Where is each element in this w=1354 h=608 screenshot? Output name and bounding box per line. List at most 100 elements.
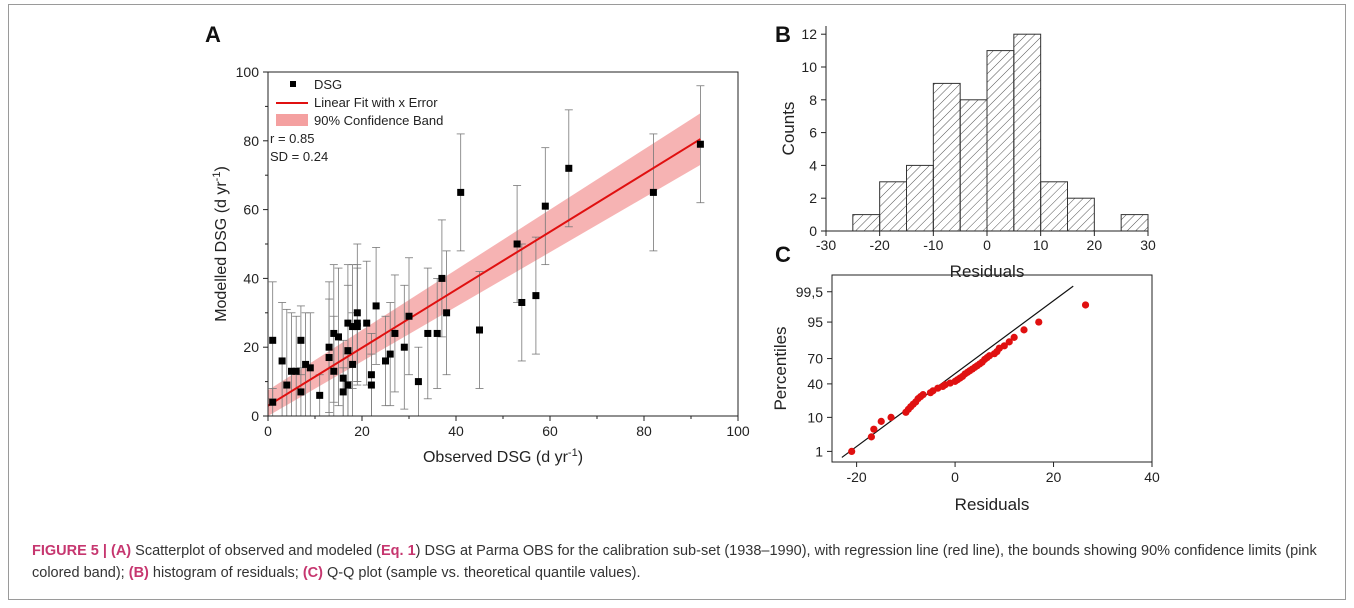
- data-point: [344, 381, 352, 389]
- panel-letter-c: C: [775, 242, 791, 267]
- figure-frame: [8, 4, 1346, 600]
- x-tick-label: 30: [1140, 237, 1156, 253]
- data-point: [330, 367, 338, 375]
- x-tick-label: 100: [726, 423, 750, 439]
- qq-point: [870, 425, 878, 433]
- qq-point: [1010, 333, 1018, 341]
- histogram-bar: [1067, 197, 1095, 232]
- y-axis-label: Counts: [779, 102, 798, 156]
- scatter-chart-a: 0 20 40 60 80 100 0 20 40 60 80 100 Observed DSG (d …: [211, 64, 750, 466]
- qq-point: [1000, 342, 1008, 350]
- data-point: [297, 388, 305, 396]
- data-point: [283, 381, 291, 389]
- qq-point: [867, 433, 875, 441]
- x-axis-label: Residuals: [950, 262, 1025, 281]
- histogram-bar: [1040, 181, 1068, 232]
- histogram-bar: [1013, 33, 1042, 232]
- x-tick-label: 60: [542, 423, 558, 439]
- data-point: [532, 292, 540, 300]
- histogram-bar: [879, 181, 908, 232]
- y-tick-label: 40: [807, 376, 823, 392]
- data-point: [325, 343, 333, 351]
- data-point: [382, 357, 389, 365]
- qq-point: [919, 391, 927, 399]
- data-point: [386, 350, 394, 358]
- caption-equation-link[interactable]: Eq. 1: [381, 543, 416, 559]
- caption-text-1: Scatterplot of observed and modeled (: [131, 543, 382, 559]
- data-point: [518, 298, 526, 306]
- reference-line: [841, 285, 1074, 458]
- data-point: [344, 319, 352, 327]
- y-tick-label: 20: [243, 339, 259, 355]
- data-point: [457, 188, 465, 196]
- qq-plot-chart-c: -20 0 20 40 1 10 40 70 95 99,5 Residuals Percentile…: [771, 274, 1160, 514]
- y-tick-label: 80: [243, 133, 259, 149]
- data-point: [541, 202, 549, 210]
- data-point: [367, 371, 375, 379]
- data-point: [302, 360, 310, 368]
- data-point: [292, 367, 300, 375]
- x-tick-label: -30: [816, 237, 836, 253]
- data-point: [391, 329, 399, 337]
- histogram-chart-b: -30 -20 -10 0 10 20 30 0 2 4 6 8 10 12 Residuals Counts: [779, 26, 1156, 281]
- y-tick-label: 8: [809, 92, 817, 108]
- legend: DSG Linear Fit with x Error 90% Confidence…: [270, 77, 443, 164]
- y-tick-label: 95: [807, 314, 823, 330]
- data-point: [433, 329, 441, 337]
- data-point: [414, 378, 422, 386]
- y-tick-label: 10: [801, 59, 817, 75]
- histogram-bar: [959, 99, 988, 232]
- data-point: [438, 274, 446, 282]
- y-axis-label: Percentiles: [771, 326, 790, 410]
- legend-marker-dsg: [290, 81, 296, 87]
- y-tick-label: 2: [809, 190, 817, 206]
- caption-label-a: (A): [111, 543, 132, 559]
- histogram-bar: [906, 164, 934, 232]
- data-point: [349, 323, 357, 331]
- y-tick-label: 0: [809, 223, 817, 239]
- caption-text-3: histogram of residuals;: [148, 565, 303, 581]
- caption-label-c: (C): [302, 565, 323, 581]
- histogram-bar: [932, 82, 961, 232]
- y-tick-label: 6: [809, 125, 817, 141]
- y-tick-label: 40: [243, 270, 259, 286]
- stat-r: r = 0.85: [270, 131, 314, 146]
- panel-letter-b: B: [775, 22, 791, 47]
- data-point: [316, 391, 324, 399]
- x-tick-label: 0: [951, 469, 959, 485]
- qq-point: [877, 417, 885, 425]
- x-axis-label: Observed DSG (d yr-1): [423, 447, 583, 466]
- data-point: [353, 323, 361, 331]
- data-point: [649, 188, 657, 196]
- legend-label-band: 90% Confidence Band: [314, 113, 443, 128]
- qq-point: [1081, 301, 1090, 309]
- qq-point: [1005, 338, 1013, 346]
- histogram-bar: [852, 214, 881, 232]
- data-point: [306, 364, 314, 372]
- caption-figure-number: FIGURE 5 |: [32, 543, 107, 559]
- caption-text-4: Q-Q plot (sample vs. theoretical quantil…: [322, 565, 641, 581]
- data-point: [269, 336, 277, 344]
- data-point: [339, 374, 347, 382]
- data-point: [297, 336, 305, 344]
- x-tick-label: 20: [1046, 469, 1062, 485]
- y-tick-label: 99,5: [796, 284, 823, 300]
- data-point: [696, 140, 704, 148]
- x-tick-label: 80: [636, 423, 652, 439]
- x-tick-label: 40: [1144, 469, 1160, 485]
- data-point: [363, 319, 371, 327]
- data-point: [325, 354, 333, 362]
- legend-label-dsg: DSG: [314, 77, 342, 92]
- x-axis-label: Residuals: [955, 495, 1030, 514]
- histogram-bar: [986, 50, 1015, 232]
- data-point: [335, 333, 342, 341]
- plot-frame: [831, 274, 1153, 463]
- figure-caption: FIGURE 5 | (A) Scatterplot of observed a…: [32, 540, 1332, 584]
- data-point: [330, 329, 338, 337]
- stat-sd: SD = 0.24: [270, 149, 328, 164]
- fit-line: [267, 138, 701, 407]
- y-tick-label: 60: [243, 202, 259, 218]
- x-tick-label: 20: [1087, 237, 1103, 253]
- x-tick-label: -10: [923, 237, 943, 253]
